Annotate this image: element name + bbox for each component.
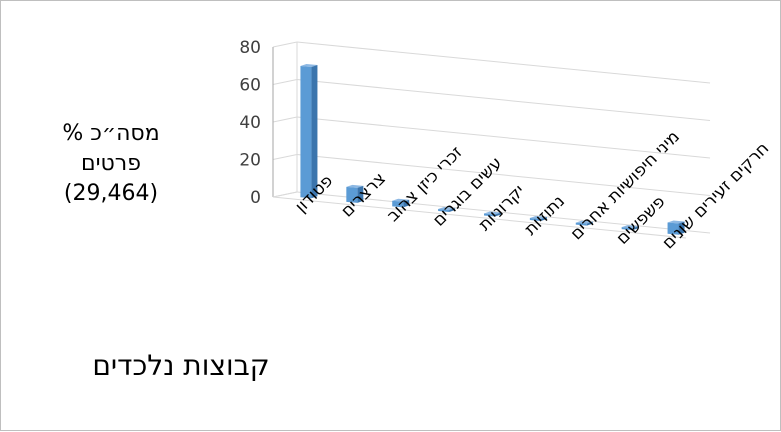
bar-top xyxy=(438,206,456,210)
bar xyxy=(529,216,547,222)
gridline-side xyxy=(272,116,298,123)
bar-side xyxy=(403,199,410,208)
bar-top xyxy=(575,220,593,224)
gridline xyxy=(296,116,711,159)
y-axis-label-line-1: % מסה״כ xyxy=(62,121,160,146)
gridline xyxy=(296,79,711,121)
bar-side xyxy=(357,185,364,203)
bar-front xyxy=(346,186,358,203)
gridline xyxy=(296,154,711,196)
bar-top xyxy=(484,211,501,215)
bar xyxy=(667,220,685,235)
bar-front xyxy=(667,222,679,235)
bar-top xyxy=(529,216,547,220)
x-tick-label: חרקים זעירים שונים xyxy=(658,139,773,254)
bar-front xyxy=(392,200,404,208)
bar-side xyxy=(449,207,456,212)
bar-top xyxy=(621,225,639,229)
bar-side xyxy=(540,217,547,222)
gridline xyxy=(296,191,711,234)
bar-side xyxy=(311,65,318,199)
y-tick-label: 20 xyxy=(239,151,261,171)
gridline xyxy=(296,41,711,84)
bar xyxy=(438,206,456,212)
bar-top xyxy=(346,184,364,188)
x-axis-label: קבוצות נלכדים xyxy=(92,349,270,382)
bar-side xyxy=(495,212,501,217)
y-axis-label-line-3: (29,464) xyxy=(63,181,159,206)
bar-top xyxy=(392,198,410,202)
y-axis-label-line-2: פרטים xyxy=(81,151,141,176)
bar-side xyxy=(586,221,593,226)
y-tick-label: 80 xyxy=(239,38,261,58)
y-tick-label: 0 xyxy=(250,188,261,208)
bar-top xyxy=(667,220,685,224)
bar-front xyxy=(575,222,587,226)
y-tick-label: 40 xyxy=(239,113,261,133)
y-tick-label: 60 xyxy=(239,76,261,96)
floor-front-edge xyxy=(272,196,687,239)
bar xyxy=(300,64,318,199)
bar-front xyxy=(529,218,541,222)
bar xyxy=(484,211,501,217)
bar-front xyxy=(621,227,633,231)
bar-front xyxy=(300,66,312,199)
x-tick-label: צרצרים xyxy=(337,169,390,222)
gridline-side xyxy=(272,154,298,160)
bar xyxy=(575,220,593,226)
bar-front xyxy=(484,213,495,217)
gridline-side xyxy=(272,79,298,85)
bar-top xyxy=(300,64,318,68)
bar xyxy=(621,225,639,231)
x-tick-label: נתוזיות xyxy=(521,191,569,239)
y-axis-label: % מסה״כ פרטים (29,464) xyxy=(21,119,201,209)
gridline-side xyxy=(272,41,298,48)
bar-side xyxy=(678,221,685,235)
floor-side-edge xyxy=(272,191,298,198)
bar-front xyxy=(438,208,450,212)
bar-side xyxy=(632,226,639,231)
bar xyxy=(392,198,410,208)
bar xyxy=(346,184,364,203)
